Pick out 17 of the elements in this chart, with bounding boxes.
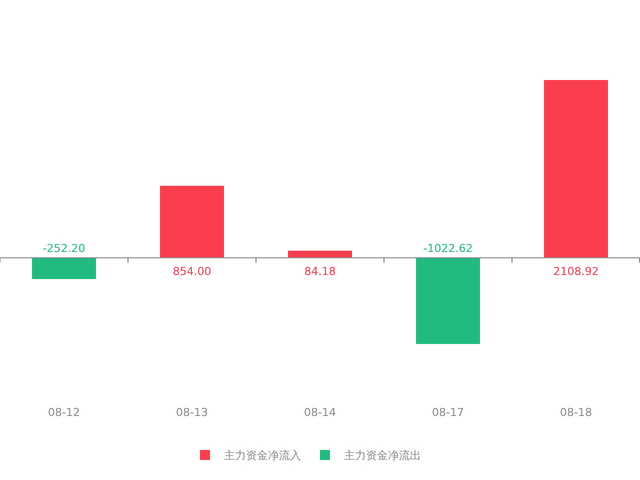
x-tick-label: 08-13 bbox=[176, 406, 208, 419]
data-label: -252.20 bbox=[42, 242, 86, 255]
bar bbox=[288, 250, 352, 258]
legend-label: 主力资金净流出 bbox=[344, 449, 421, 462]
x-tick-label: 08-17 bbox=[432, 406, 464, 419]
x-tick-label: 08-12 bbox=[48, 406, 80, 419]
bar bbox=[160, 186, 224, 258]
bar bbox=[544, 80, 608, 258]
bar bbox=[32, 258, 96, 280]
x-tick-label: 08-18 bbox=[560, 406, 592, 419]
data-label: 2108.92 bbox=[553, 264, 599, 278]
legend-label: 主力资金净流入 bbox=[224, 449, 301, 462]
data-label: -1022.62 bbox=[423, 242, 473, 255]
data-label: 84.18 bbox=[304, 264, 336, 278]
bar bbox=[416, 258, 480, 344]
x-tick-label: 08-14 bbox=[304, 406, 336, 419]
data-label: 854.00 bbox=[172, 264, 212, 278]
